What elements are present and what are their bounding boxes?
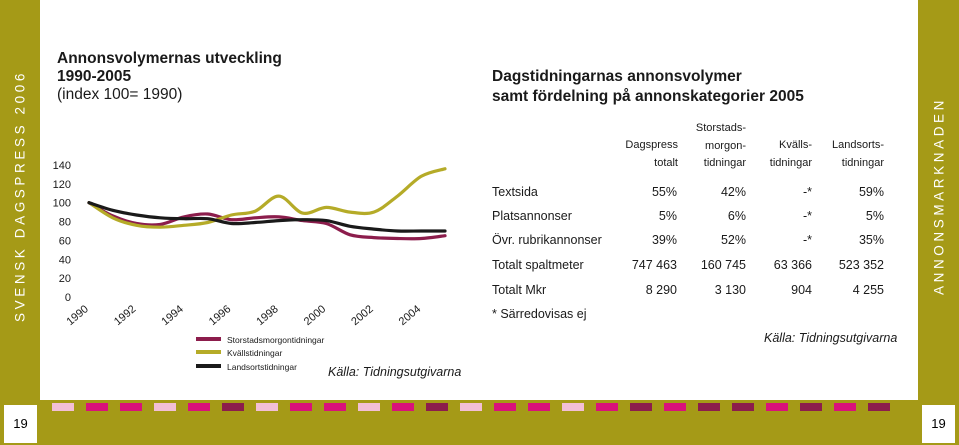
header-kvall: Kvälls- tidningar [769, 139, 812, 169]
x-axis: 1990 1992 1994 1996 1998 2000 2002 2004 [64, 303, 423, 328]
x-tick-label: 1994 [159, 303, 185, 328]
cell: 52% [720, 233, 746, 247]
color-block [154, 403, 176, 411]
color-block [188, 403, 210, 411]
cell: 747 463 [631, 258, 677, 272]
x-tick-label: 2000 [302, 303, 328, 328]
legend-label-landsort: Landsortstidningar [227, 362, 297, 372]
page-number-right: 19 [922, 405, 955, 443]
series-line [87, 167, 447, 229]
series-lines [87, 167, 447, 241]
y-axis: 0 20 40 60 80 100 120 140 [53, 160, 71, 304]
color-block [426, 403, 448, 411]
x-tick-label: 2004 [397, 303, 423, 328]
y-tick-label: 60 [59, 235, 71, 247]
right-side-text: ANNONSMARKNADEN [931, 96, 947, 296]
color-block [290, 403, 312, 411]
x-tick-label: 1996 [207, 303, 233, 328]
cell: 5% [658, 209, 677, 223]
cell: 160 745 [700, 258, 746, 272]
color-block [358, 403, 380, 411]
legend-swatch-landsort [196, 364, 221, 368]
legend-label-storstad: Storstadsmorgontidningar [227, 335, 325, 345]
color-block [392, 403, 414, 411]
cell: 35% [858, 233, 884, 247]
row-label-platsannonser: Platsannonser [492, 209, 572, 223]
color-block [256, 403, 278, 411]
color-block [664, 403, 686, 411]
page-number-left: 19 [4, 405, 37, 443]
cell: 59% [858, 185, 884, 199]
color-block [562, 403, 584, 411]
color-block [494, 403, 516, 411]
cell: 5% [865, 209, 884, 223]
y-tick-label: 20 [59, 273, 71, 285]
header-landsort: Landsorts- tidningar [832, 139, 884, 169]
color-block [52, 403, 74, 411]
color-block [86, 403, 108, 411]
x-tick-label: 2002 [349, 303, 375, 328]
left-side-strip [0, 0, 40, 400]
table-title-line2: samt fördelning på annonskategorier 2005 [492, 88, 804, 105]
table-title: Dagstidningarnas annonsvolymer samt förd… [492, 67, 804, 107]
header-storstad: Storstads- morgon- tidningar [695, 122, 746, 169]
color-block [698, 403, 720, 411]
header-dagspress: Dagspress totalt [625, 139, 678, 169]
chart-subtitle: (index 100= 1990) [57, 86, 183, 103]
color-block [460, 403, 482, 411]
cell: 42% [720, 185, 746, 199]
series-line [87, 201, 447, 241]
cell: 4 255 [852, 283, 884, 297]
legend-swatch-storstad [196, 337, 221, 341]
cell: -* [802, 233, 812, 247]
cell: 8 290 [645, 283, 677, 297]
cell: 3 130 [714, 283, 746, 297]
chart-title-line2: 1990-2005 [57, 68, 132, 85]
table-footnote: * Särredovisas ej [492, 307, 587, 321]
color-block [834, 403, 856, 411]
color-block [324, 403, 346, 411]
color-block [120, 403, 142, 411]
color-block [766, 403, 788, 411]
cell: -* [802, 209, 812, 223]
cell: 6% [727, 209, 746, 223]
cell: 523 352 [838, 258, 884, 272]
color-block [868, 403, 890, 411]
x-tick-label: 1998 [254, 303, 280, 328]
row-label-textsida: Textsida [492, 185, 538, 199]
cell: 55% [651, 185, 677, 199]
chart-title: Annonsvolymernas utveckling 1990-2005 [57, 50, 282, 86]
color-block [528, 403, 550, 411]
y-tick-label: 80 [59, 217, 71, 229]
y-tick-label: 40 [59, 254, 71, 266]
legend-label-kvall: Kvällstidningar [227, 348, 283, 358]
color-block [732, 403, 754, 411]
table-source: Källa: Tidningsutgivarna [764, 331, 898, 345]
cell: 904 [791, 283, 812, 297]
row-label-spaltmeter: Totalt spaltmeter [492, 258, 584, 272]
y-tick-label: 140 [53, 160, 71, 172]
color-block [630, 403, 652, 411]
color-block [596, 403, 618, 411]
chart-source: Källa: Tidningsutgivarna [328, 365, 462, 379]
row-label-mkr: Totalt Mkr [492, 283, 547, 297]
row-label-ovr-rubrik: Övr. rubrikannonser [492, 233, 602, 247]
cell: 63 366 [773, 258, 812, 272]
x-tick-label: 1990 [64, 303, 90, 328]
cell: -* [802, 185, 812, 199]
chart-title-line1: Annonsvolymernas utveckling [57, 50, 282, 67]
y-tick-label: 120 [53, 179, 71, 191]
color-block [800, 403, 822, 411]
color-block [222, 403, 244, 411]
y-tick-label: 0 [65, 292, 71, 304]
right-side-strip [918, 0, 959, 400]
cell: 39% [651, 233, 677, 247]
table-title-line1: Dagstidningarnas annonsvolymer [492, 68, 742, 85]
line-chart: 0 20 40 60 80 100 120 140 1990 1992 1994 1996 1998 2… [53, 160, 447, 328]
y-tick-label: 100 [53, 198, 71, 210]
x-tick-label: 1992 [112, 303, 138, 328]
legend-swatch-kvall [196, 350, 221, 354]
series-line [87, 201, 447, 233]
